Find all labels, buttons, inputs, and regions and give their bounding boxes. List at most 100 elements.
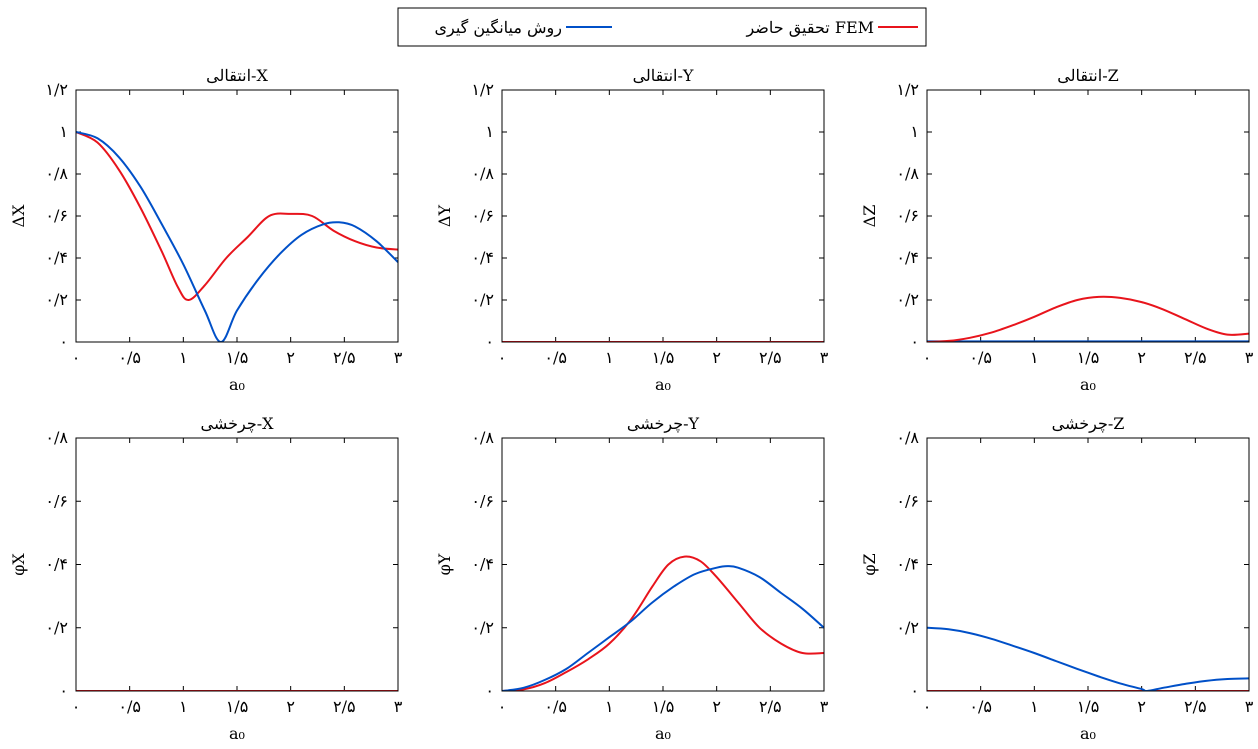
xtick-label-rx: ۲/۵	[333, 697, 356, 716]
xtick-label-rx: ۱/۵	[226, 697, 249, 716]
xtick-label-rz: ۱	[1030, 697, 1039, 716]
panel-title-ry: چرخشی-Y	[627, 414, 700, 433]
xtick-label-ry: ۱	[605, 697, 614, 716]
panel-tz: انتقالی-Z ۰ ۰/۵ ۱ ۱/۵ ۲ ۲/۵ ۳ ۰ ۰/۲ ۰/۴ ۰/۶ ۰/۸ ۱ ۱/۲ a…	[860, 66, 1254, 394]
ytick-label-ty: ۱	[485, 122, 494, 141]
ytick-label-ty: ۰/۸	[471, 164, 494, 183]
ylabel-rz: φZ	[860, 553, 879, 575]
series-group-rz	[927, 626, 1249, 691]
ytick-label-tx: ۱	[59, 122, 68, 141]
ytick-label-rx: ۰/۸	[45, 428, 68, 447]
ytick-label-rz: ۰	[910, 681, 919, 700]
xtick-label-rx: ۱	[179, 697, 188, 716]
ytick-label-tz: ۰/۶	[896, 206, 919, 225]
ylabel-rx: φX	[9, 553, 28, 576]
series-group-ry	[502, 555, 824, 691]
plot-frame-tx	[75, 89, 399, 343]
xlabel-ry: a₀	[655, 724, 671, 743]
ytick-label-ty: ۱/۲	[471, 80, 494, 99]
xtick-label-rx: ۰	[72, 697, 81, 716]
xlabel-rz: a₀	[1080, 724, 1096, 743]
ytick-label-tx: ۰/۸	[45, 164, 68, 183]
ytick-label-tx: ۰	[59, 332, 68, 351]
xtick-label-tz: ۱	[1030, 348, 1039, 367]
xtick-label-ty: ۲/۵	[759, 348, 782, 367]
panel-ry: چرخشی-Y ۰ ۰/۵ ۱ ۱/۵ ۲ ۲/۵ ۳ ۰ ۰/۲ ۰/۴ ۰/۶ ۰/۸ a₀ φY	[435, 414, 829, 743]
ytick-label-tz: ۱	[910, 122, 919, 141]
xtick-label-ry: ۱/۵	[652, 697, 675, 716]
plot-frame-tz	[926, 89, 1250, 343]
ytick-label-rx: ۰/۴	[45, 555, 68, 574]
xlabel-tx: a₀	[229, 375, 245, 394]
xtick-label-tz: ۰/۵	[969, 348, 992, 367]
series-line-tx-0	[76, 131, 398, 301]
xtick-label-ty: ۱/۵	[652, 348, 675, 367]
ytick-label-tz: ۰	[910, 332, 919, 351]
xlabel-ty: a₀	[655, 375, 671, 394]
ytick-label-rz: ۰/۶	[896, 491, 919, 510]
plot-frame-rz	[926, 437, 1250, 692]
panel-rx: چرخشی-X ۰ ۰/۵ ۱ ۱/۵ ۲ ۲/۵ ۳ ۰ ۰/۲ ۰/۴ ۰/۶ ۰/۸ a₀ φX	[9, 414, 403, 743]
ytick-label-tx: ۱/۲	[45, 80, 68, 99]
xtick-label-rz: ۳	[1245, 697, 1254, 716]
ylabel-ry: φY	[435, 553, 454, 575]
ytick-label-ty: ۰/۴	[471, 248, 494, 267]
xtick-label-tz: ۱/۵	[1077, 348, 1100, 367]
xtick-label-tx: ۳	[394, 348, 403, 367]
xtick-label-rz: ۱/۵	[1077, 697, 1100, 716]
legend: تحقیق حاضر FEM روش میانگین گیری	[397, 7, 927, 47]
ytick-label-tx: ۰/۴	[45, 248, 68, 267]
ytick-label-tz: ۰/۲	[896, 290, 919, 309]
series-group-tx	[76, 131, 398, 342]
ytick-label-ry: ۰	[485, 681, 494, 700]
ytick-label-rz: ۰/۴	[896, 555, 919, 574]
xtick-label-rx: ۳	[394, 697, 403, 716]
xtick-label-ty: ۳	[820, 348, 829, 367]
xtick-label-tx: ۲	[286, 348, 295, 367]
xlabel-rx: a₀	[229, 724, 245, 743]
xtick-label-ry: ۰	[498, 697, 507, 716]
panel-title-rx: چرخشی-X	[200, 414, 274, 433]
ytick-label-ry: ۰/۸	[471, 428, 494, 447]
panel-title-rz: چرخشی-Z	[1052, 414, 1125, 433]
plot-frame-rx	[75, 437, 399, 692]
plot-frame-ty	[501, 89, 825, 343]
ytick-label-ty: ۰/۲	[471, 290, 494, 309]
panels: انتقالی-X ۰ ۰/۵ ۱ ۱/۵ ۲ ۲/۵ ۳ ۰ ۰/۲ ۰/۴ ۰/۶ ۰/۸ ۱ ۱/۲ a…	[9, 66, 1254, 743]
plot-frame-ry	[501, 437, 825, 692]
ytick-label-rx: ۰	[59, 681, 68, 700]
series-line-ry-0	[502, 555, 824, 691]
xtick-label-rz: ۰/۵	[969, 697, 992, 716]
xtick-label-ty: ۱	[605, 348, 614, 367]
ytick-label-tz: ۰/۴	[896, 248, 919, 267]
xtick-label-ry: ۰/۵	[544, 697, 567, 716]
xtick-label-rz: ۰	[923, 697, 932, 716]
xtick-label-tz: ۳	[1245, 348, 1254, 367]
ytick-label-rx: ۰/۲	[45, 618, 68, 637]
ytick-label-ry: ۰/۴	[471, 555, 494, 574]
xtick-label-tx: ۰/۵	[118, 348, 141, 367]
series-line-tz-1	[927, 295, 1249, 342]
panel-title-ty: انتقالی-Y	[633, 66, 694, 85]
xtick-label-tz: ۲/۵	[1184, 348, 1207, 367]
legend-box	[397, 7, 927, 47]
ytick-label-tz: ۱/۲	[896, 80, 919, 99]
xtick-label-ty: ۲	[712, 348, 721, 367]
xtick-label-ry: ۳	[820, 697, 829, 716]
panel-ty: انتقالی-Y ۰ ۰/۵ ۱ ۱/۵ ۲ ۲/۵ ۳ ۰ ۰/۲ ۰/۴ ۰/۶ ۰/۸ ۱ ۱/۲ a…	[435, 66, 829, 394]
series-group-tz	[927, 295, 1249, 342]
series-line-tx-1	[76, 131, 398, 342]
xtick-label-rx: ۲	[286, 697, 295, 716]
ytick-label-rz: ۰/۸	[896, 428, 919, 447]
xtick-label-ry: ۲/۵	[759, 697, 782, 716]
xtick-label-rz: ۲	[1137, 697, 1146, 716]
series-line-rz-1	[927, 626, 1249, 691]
xtick-label-ty: ۰/۵	[544, 348, 567, 367]
panel-title-tz: انتقالی-Z	[1057, 66, 1118, 85]
ylabel-tx: ΔX	[9, 204, 28, 228]
ytick-label-ry: ۰/۲	[471, 618, 494, 637]
ytick-label-tx: ۰/۶	[45, 206, 68, 225]
ytick-label-ty: ۰	[485, 332, 494, 351]
ytick-label-ty: ۰/۶	[471, 206, 494, 225]
